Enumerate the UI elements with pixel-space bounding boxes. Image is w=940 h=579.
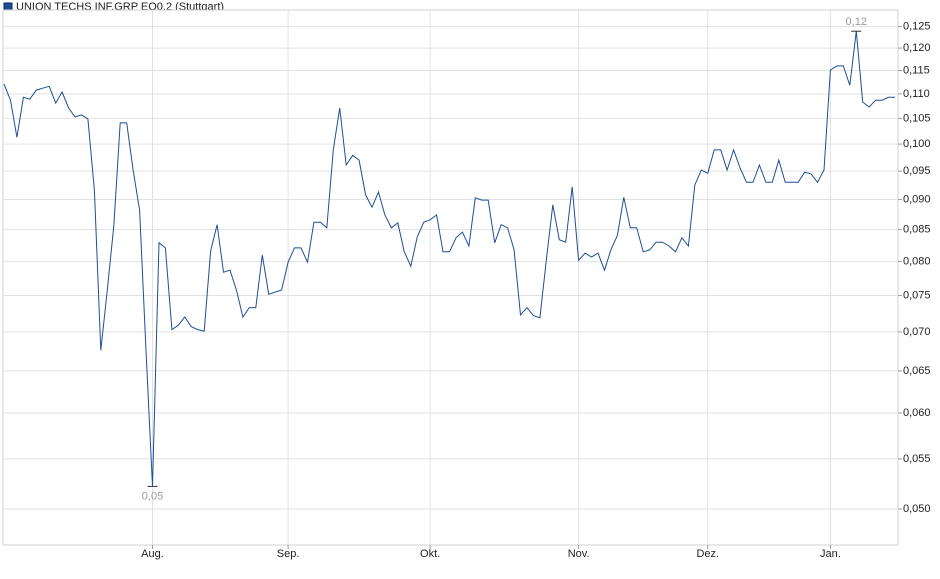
y-tick-label: 0,060 (903, 407, 931, 419)
plot-area (2, 9, 899, 546)
y-tick-label: 0,065 (903, 365, 931, 377)
max-label: 0,12 (846, 16, 867, 28)
x-tick-label: Jan. (820, 548, 841, 560)
y-tick-label: 0,095 (903, 165, 931, 177)
y-tick-label: 0,125 (903, 20, 931, 32)
x-tick-label: Okt. (420, 548, 440, 560)
y-tick-label: 0,070 (903, 326, 931, 338)
y-tick-label: 0,050 (903, 503, 931, 515)
y-tick-label: 0,090 (903, 193, 931, 205)
y-tick-label: 0,080 (903, 255, 931, 267)
y-tick-label: 0,100 (903, 138, 931, 150)
y-tick-label: 0,055 (903, 453, 931, 465)
x-tick-label: Dez. (696, 548, 719, 560)
y-tick-label: 0,110 (903, 88, 930, 100)
y-tick-label: 0,105 (903, 112, 931, 124)
y-tick-label: 0,085 (903, 224, 931, 236)
y-tick-label: 0,075 (903, 289, 931, 301)
x-tick-label: Aug. (141, 548, 164, 560)
y-tick-label: 0,115 (903, 64, 930, 76)
min-label: 0,05 (142, 490, 163, 502)
y-tick-label: 0,120 (903, 42, 931, 54)
x-tick-label: Nov. (568, 548, 590, 560)
x-tick-label: Sep. (277, 548, 300, 560)
